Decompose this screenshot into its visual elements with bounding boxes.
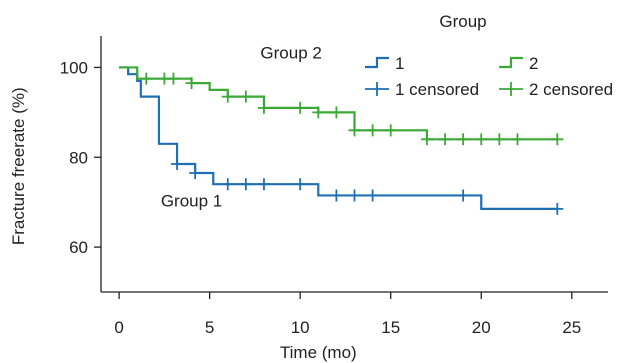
- x-axis-label: Time (mo): [280, 343, 357, 362]
- annotation-label: Group 1: [161, 192, 222, 211]
- legend-label: 1 censored: [395, 80, 479, 99]
- censor-mark: [140, 72, 153, 85]
- censor-mark: [551, 202, 564, 215]
- legend-step-symbol: [365, 56, 389, 69]
- y-ticks: 60 80 100: [60, 58, 101, 257]
- legend-entry: 1: [365, 54, 404, 73]
- censor-mark: [493, 133, 506, 146]
- censor-mark: [294, 101, 307, 114]
- series-2: [119, 66, 564, 146]
- legend-censor-symbol: [499, 82, 523, 96]
- legend: Group 1 2 1 censored 2 censored: [365, 12, 613, 99]
- x-tick-label: 0: [114, 318, 123, 337]
- annotation-label: Group 2: [260, 43, 321, 62]
- legend-entry: 2: [499, 54, 538, 73]
- y-axis-label: Fracture freerate (%): [9, 87, 28, 245]
- censor-mark: [420, 133, 433, 146]
- legend-label: 1: [395, 54, 404, 73]
- censor-mark: [312, 106, 325, 119]
- censor-mark: [457, 189, 470, 202]
- legend-label: 2: [529, 54, 538, 73]
- x-ticks: 0 5 10 15 20 25: [114, 292, 581, 337]
- censor-mark: [171, 158, 184, 170]
- censor-mark: [475, 133, 488, 146]
- series-2-step-line: [119, 66, 558, 141]
- legend-censor-symbol: [365, 82, 389, 96]
- censor-mark: [185, 77, 198, 90]
- legend-entry: 2 censored: [499, 80, 613, 99]
- censor-mark: [294, 178, 307, 191]
- plot-series: [119, 66, 564, 215]
- censor-mark: [366, 189, 379, 202]
- censor-mark: [366, 124, 379, 137]
- axes: [100, 36, 608, 293]
- censor-mark: [257, 178, 270, 191]
- x-tick-label: 10: [291, 318, 310, 337]
- censor-mark: [511, 133, 524, 146]
- censor-mark: [457, 133, 470, 146]
- legend-entry: 1 censored: [365, 80, 479, 99]
- x-tick-label: 5: [205, 318, 214, 337]
- censor-mark: [221, 90, 234, 103]
- x-tick-label: 25: [562, 318, 581, 337]
- censor-mark: [239, 178, 252, 191]
- x-tick-label: 20: [472, 318, 491, 337]
- legend-label: 2 censored: [529, 80, 613, 99]
- y-tick-label: 100: [60, 58, 88, 77]
- censor-mark: [348, 189, 361, 202]
- censor-mark: [330, 189, 343, 202]
- censor-mark: [348, 124, 361, 137]
- y-tick-label: 60: [69, 238, 88, 257]
- censor-mark: [551, 133, 564, 146]
- censor-mark: [239, 90, 252, 103]
- censor-mark: [330, 106, 343, 119]
- censor-mark: [439, 133, 452, 146]
- y-tick-label: 80: [69, 148, 88, 167]
- annotations: Group 2 Group 1: [161, 43, 322, 210]
- censor-mark: [257, 101, 270, 114]
- legend-title: Group: [439, 12, 486, 31]
- series-1-step-line: [119, 66, 558, 211]
- censor-mark: [189, 166, 202, 179]
- censor-mark: [384, 124, 397, 137]
- x-tick-label: 15: [381, 318, 400, 337]
- censor-mark: [167, 72, 180, 85]
- legend-step-symbol: [499, 56, 523, 69]
- censor-mark: [221, 178, 234, 191]
